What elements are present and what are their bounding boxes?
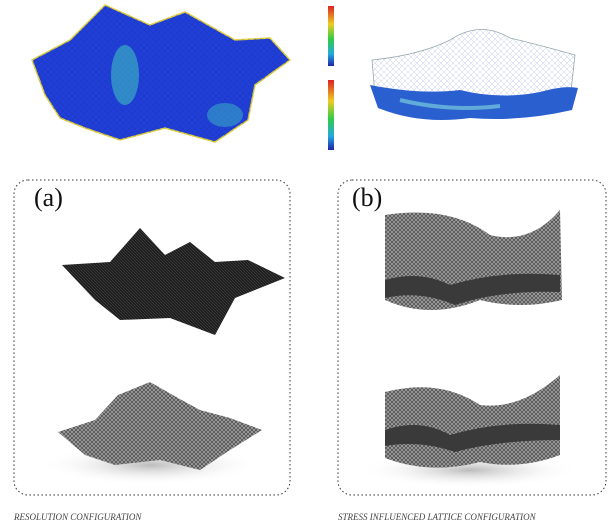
- fea-model: [32, 5, 290, 142]
- figure: (a) (b) RESOLUTION CONFIGURATION STRESS …: [0, 0, 612, 527]
- panel-label: (b): [352, 183, 382, 212]
- wireframe-model: [370, 29, 578, 120]
- panel-label: (a): [34, 183, 63, 212]
- panel-a-lattice: [40, 228, 285, 485]
- panel-caption: RESOLUTION CONFIGURATION: [13, 512, 142, 522]
- panel-caption: STRESS INFLUENCED LATTICE CONFIGURATION: [338, 512, 537, 522]
- colorbars: [328, 6, 334, 150]
- panel-b-lattice: [360, 210, 580, 488]
